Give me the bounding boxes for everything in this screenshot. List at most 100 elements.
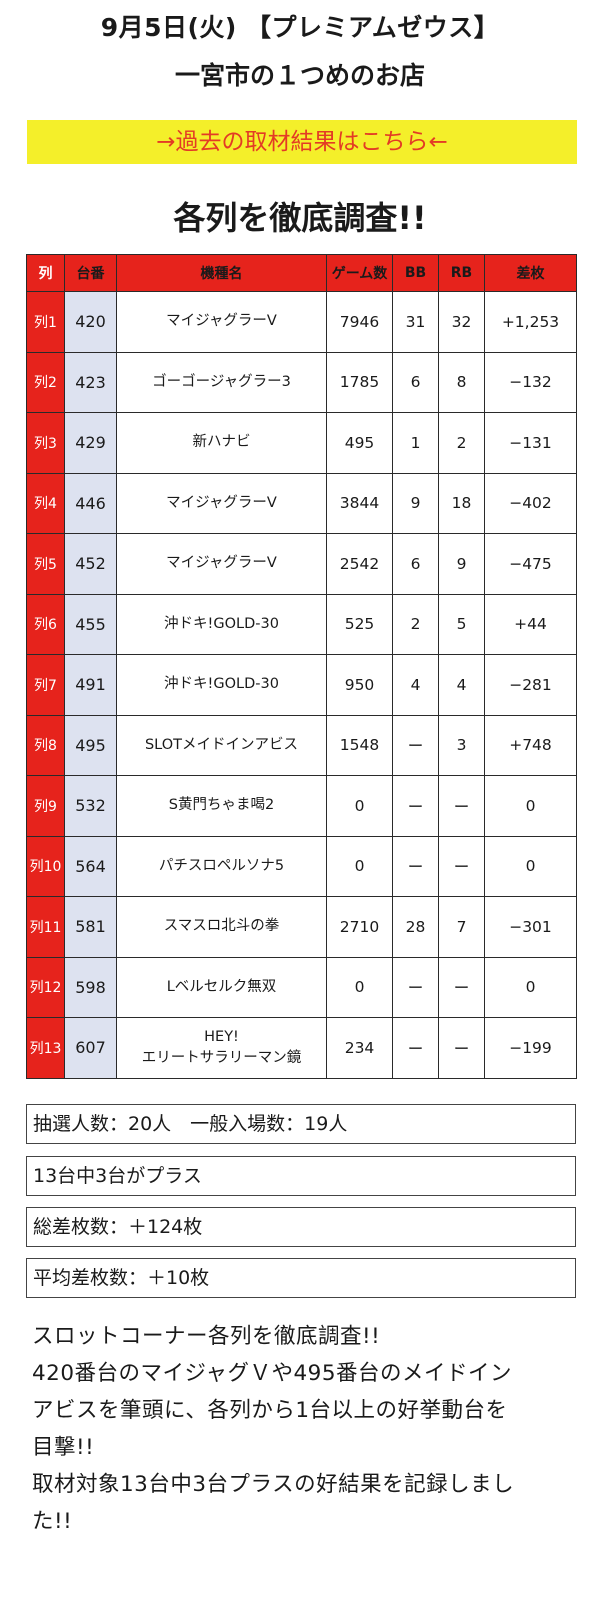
row-bb-count: ー <box>392 956 439 1018</box>
row-column-label: 列6 <box>26 593 65 655</box>
table-row: 列3 429 新ハナビ 495 1 2 −131 <box>26 412 577 474</box>
row-machine-name: ゴーゴージャグラー3 <box>116 351 327 413</box>
row-diff-value: 0 <box>484 775 577 837</box>
row-rb-count: 5 <box>438 593 485 655</box>
comment-line: スロットコーナー各列を徹底調査!! <box>32 1324 381 1349</box>
row-bb-count: ー <box>392 714 439 776</box>
row-rb-count: ー <box>438 1017 485 1079</box>
row-unit-number: 420 <box>64 291 117 353</box>
comment-text: スロットコーナー各列を徹底調査!! 420番台のマイジャグＶや495番台のメイド… <box>32 1318 572 1540</box>
row-bb-count: 31 <box>392 291 439 353</box>
row-bb-count: ー <box>392 1017 439 1079</box>
machine-name-line1: マイジャグラーV <box>166 494 277 511</box>
table-row: 列10 564 パチスロペルソナ5 0 ーー 0 <box>26 835 577 897</box>
machine-name-line2: エリートサラリーマン鏡 <box>141 1049 302 1066</box>
row-bb-count: ー <box>392 835 439 897</box>
header-column-label: 列 <box>26 254 65 292</box>
header-unit-number: 台番 <box>64 254 117 292</box>
row-game-count: 950 <box>326 654 393 716</box>
machine-name-line1: 新ハナビ <box>192 434 251 451</box>
row-rb-count: 7 <box>438 896 485 958</box>
past-results-link[interactable]: →過去の取材結果はこちら← <box>27 120 577 164</box>
header-rb: RB <box>438 254 485 292</box>
row-machine-name: S黄門ちゃま喝2 <box>116 775 327 837</box>
row-bb-count: 1 <box>392 412 439 474</box>
row-diff-value: 0 <box>484 835 577 897</box>
row-game-count: 0 <box>326 956 393 1018</box>
row-unit-number: 564 <box>64 835 117 897</box>
table-row: 列2 423 ゴーゴージャグラー3 1785 6 8 −132 <box>26 351 577 413</box>
row-bb-count: 4 <box>392 654 439 716</box>
row-bb-count: 6 <box>392 351 439 413</box>
row-diff-value: +748 <box>484 714 577 776</box>
row-rb-count: 8 <box>438 351 485 413</box>
table-row: 列13 607 HEY! エリートサラリーマン鏡 234 ーー −199 <box>26 1017 577 1079</box>
plus-count-box: 13台中3台がプラス <box>26 1156 576 1196</box>
machine-name-line1: HEY! <box>204 1028 239 1045</box>
comment-line: た!! <box>32 1509 73 1534</box>
row-unit-number: 532 <box>64 775 117 837</box>
page-title-date-store: 9月5日(火) 【プレミアムゼウス】 <box>100 13 500 42</box>
row-diff-value: +44 <box>484 593 577 655</box>
row-game-count: 0 <box>326 835 393 897</box>
row-machine-name: マイジャグラーV <box>116 472 327 534</box>
row-machine-name: マイジャグラーV <box>116 291 327 353</box>
row-game-count: 234 <box>326 1017 393 1079</box>
row-column-label: 列3 <box>26 412 65 474</box>
machine-name-line1: マイジャグラーV <box>166 313 277 330</box>
row-diff-value: −281 <box>484 654 577 716</box>
row-column-label: 列5 <box>26 533 65 595</box>
row-machine-name: SLOTメイドインアビス <box>116 714 327 776</box>
row-rb-count: 2 <box>438 412 485 474</box>
row-diff-value: −402 <box>484 472 577 534</box>
row-rb-count: 3 <box>438 714 485 776</box>
row-unit-number: 446 <box>64 472 117 534</box>
row-machine-name: パチスロペルソナ5 <box>116 835 327 897</box>
row-game-count: 1785 <box>326 351 393 413</box>
row-bb-count: ー <box>392 775 439 837</box>
row-unit-number: 495 <box>64 714 117 776</box>
table-row: 列12 598 Lベルセルク無双 0 ーー 0 <box>26 956 577 1018</box>
row-unit-number: 607 <box>64 1017 117 1079</box>
machine-name-line1: S黄門ちゃま喝2 <box>168 797 275 814</box>
table-row: 列11 581 スマスロ北斗の拳 2710 28 7 −301 <box>26 896 577 958</box>
row-machine-name: HEY! エリートサラリーマン鏡 <box>116 1017 327 1079</box>
row-diff-value: 0 <box>484 956 577 1018</box>
row-bb-count: 2 <box>392 593 439 655</box>
row-game-count: 495 <box>326 412 393 474</box>
row-game-count: 7946 <box>326 291 393 353</box>
row-game-count: 1548 <box>326 714 393 776</box>
machine-name-line1: パチスロペルソナ5 <box>158 857 285 874</box>
row-machine-name: 沖ドキ!GOLD-30 <box>116 654 327 716</box>
row-rb-count: 18 <box>438 472 485 534</box>
row-unit-number: 452 <box>64 533 117 595</box>
header-machine-name: 機種名 <box>116 254 327 292</box>
table-row: 列1 420 マイジャグラーV 7946 31 32 +1,253 <box>26 291 577 353</box>
machine-name-line1: Lベルセルク無双 <box>166 978 277 995</box>
row-machine-name: 新ハナビ <box>116 412 327 474</box>
total-diff-box: 総差枚数：＋124枚 <box>26 1207 576 1247</box>
table-row: 列8 495 SLOTメイドインアビス 1548 ー 3 +748 <box>26 714 577 776</box>
row-rb-count: ー <box>438 956 485 1018</box>
machine-name-line1: SLOTメイドインアビス <box>144 736 299 753</box>
row-diff-value: −199 <box>484 1017 577 1079</box>
section-title: 各列を徹底調査!! <box>173 199 427 237</box>
comment-line: 取材対象13台中3台プラスの好結果を記録しまし <box>32 1472 515 1497</box>
header-bb: BB <box>392 254 439 292</box>
comment-line: 目撃!! <box>32 1435 95 1460</box>
row-column-label: 列7 <box>26 654 65 716</box>
row-unit-number: 455 <box>64 593 117 655</box>
row-game-count: 3844 <box>326 472 393 534</box>
row-game-count: 0 <box>326 775 393 837</box>
row-diff-value: −131 <box>484 412 577 474</box>
avg-diff-box: 平均差枚数：＋10枚 <box>26 1258 576 1298</box>
row-column-label: 列4 <box>26 472 65 534</box>
row-machine-name: 沖ドキ!GOLD-30 <box>116 593 327 655</box>
row-rb-count: ー <box>438 835 485 897</box>
header-diff: 差枚 <box>484 254 577 292</box>
row-column-label: 列10 <box>26 835 65 897</box>
row-unit-number: 423 <box>64 351 117 413</box>
machine-name-line1: 沖ドキ!GOLD-30 <box>164 615 279 632</box>
row-column-label: 列13 <box>26 1017 65 1079</box>
machine-name-line1: 沖ドキ!GOLD-30 <box>164 676 279 693</box>
